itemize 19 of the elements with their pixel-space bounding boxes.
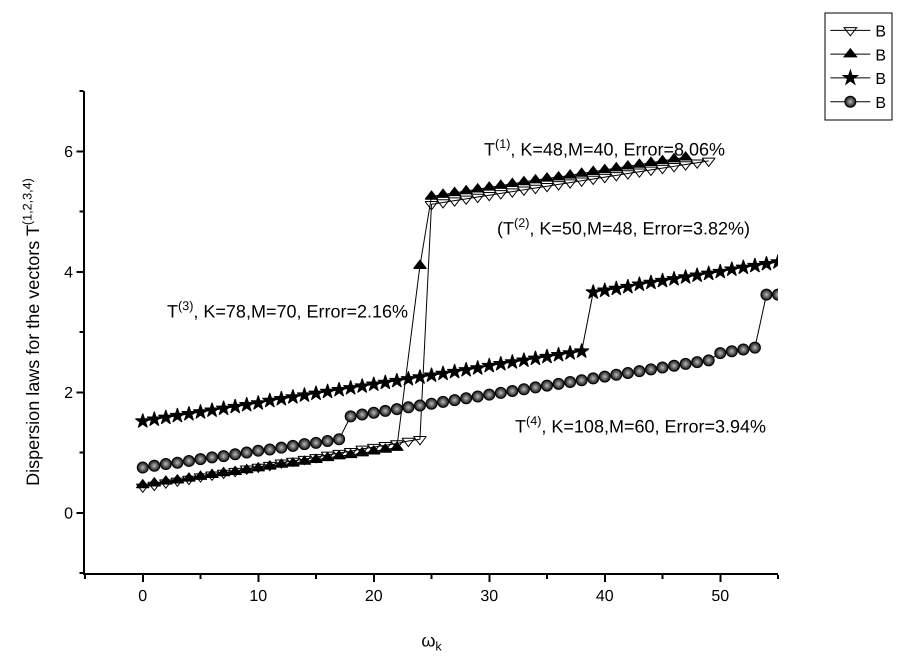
- annotation: T$^{(1)}$, K=48,M=40, Error=8.06%: [484, 137, 726, 160]
- x-tick-label: 30: [480, 588, 498, 605]
- x-tick-label: 0: [138, 588, 148, 605]
- legend-label: B: [875, 47, 886, 64]
- legend-label: B: [875, 24, 886, 41]
- annotation: T$^{(4)}$, K=108,M=60, Error=3.94%: [515, 414, 766, 437]
- x-tick-label: 50: [711, 588, 730, 605]
- x-tick-label: 20: [364, 588, 383, 605]
- annotation: (T$^{(2)}$, K=50,M=48, Error=3.82%): [497, 216, 750, 239]
- y-tick-label: 2: [64, 384, 74, 402]
- x-tick-label: 40: [596, 588, 614, 605]
- legend-label: B: [875, 94, 886, 112]
- y-tick-label: 4: [64, 264, 74, 282]
- x-tick-label: 10: [249, 588, 268, 605]
- y-tick-label: 0: [64, 505, 74, 522]
- y-tick-label: 6: [64, 144, 74, 161]
- x-axis-title: ω$_{k}$: [421, 630, 442, 654]
- legend-label: B: [875, 71, 886, 88]
- annotation: T$^{(3)}$, K=78,M=70, Error=2.16%: [167, 299, 408, 322]
